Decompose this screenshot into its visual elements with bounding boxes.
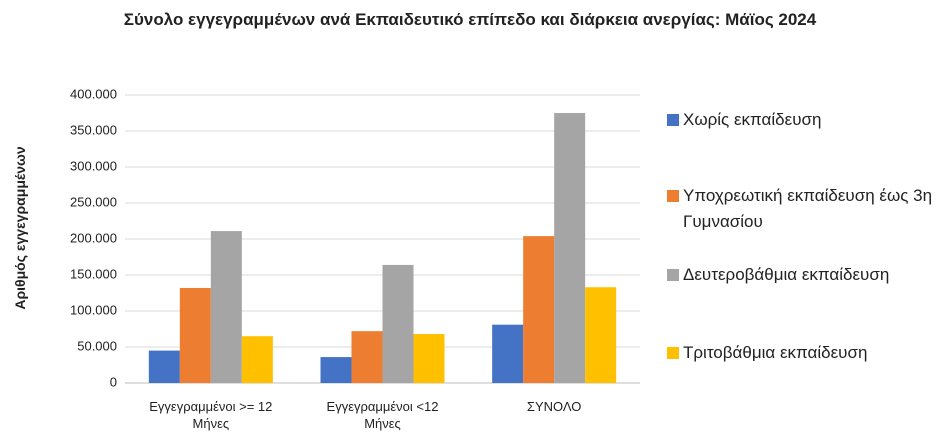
y-tick-label: 50.000 [77, 338, 117, 353]
bar [210, 231, 242, 383]
legend-label: Υποχρεωτική εκπαίδευση έως 3η Γυμνασίου [683, 186, 933, 231]
legend-label: Τριτοβάθμια εκπαίδευση [683, 343, 868, 362]
legend-swatch [667, 269, 679, 281]
legend-swatch [667, 114, 679, 126]
bar [382, 264, 414, 383]
y-tick-label: 200.000 [70, 230, 117, 245]
bar [148, 350, 180, 383]
x-tick-label: Εγγεγραμμένοι >= 12 Μήνες [149, 399, 273, 431]
y-axis-label: Αριθμός εγγεγραμμένων [12, 146, 28, 310]
bar [241, 336, 273, 383]
y-tick-label: 100.000 [70, 302, 117, 317]
legend-swatch [667, 190, 679, 202]
x-tick-label: ΣΥΝΟΛΟ [526, 399, 582, 414]
bar [554, 113, 586, 383]
y-tick-label: 400.000 [70, 86, 117, 101]
bar [320, 357, 352, 383]
y-tick-label: 150.000 [70, 266, 117, 281]
bar [492, 324, 524, 383]
y-tick-label: 300.000 [70, 158, 117, 173]
legend-label: Χωρίς εκπαίδευση [683, 110, 822, 129]
legend-swatch [667, 347, 679, 359]
bar [523, 236, 555, 383]
bar [413, 334, 445, 383]
y-tick-label: 350.000 [70, 122, 117, 137]
chart-title: Σύνολο εγγεγραμμένων ανά Εκπαιδευτικό επ… [123, 10, 817, 29]
y-tick-label: 250.000 [70, 194, 117, 209]
bar [179, 287, 211, 383]
y-tick-label: 0 [110, 374, 117, 389]
bar [351, 331, 383, 383]
bar [585, 287, 617, 383]
legend-label: Δευτεροβάθμια εκπαίδευση [683, 265, 890, 284]
x-tick-label: Εγγεγραμμένοι <12 Μήνες [326, 399, 439, 431]
